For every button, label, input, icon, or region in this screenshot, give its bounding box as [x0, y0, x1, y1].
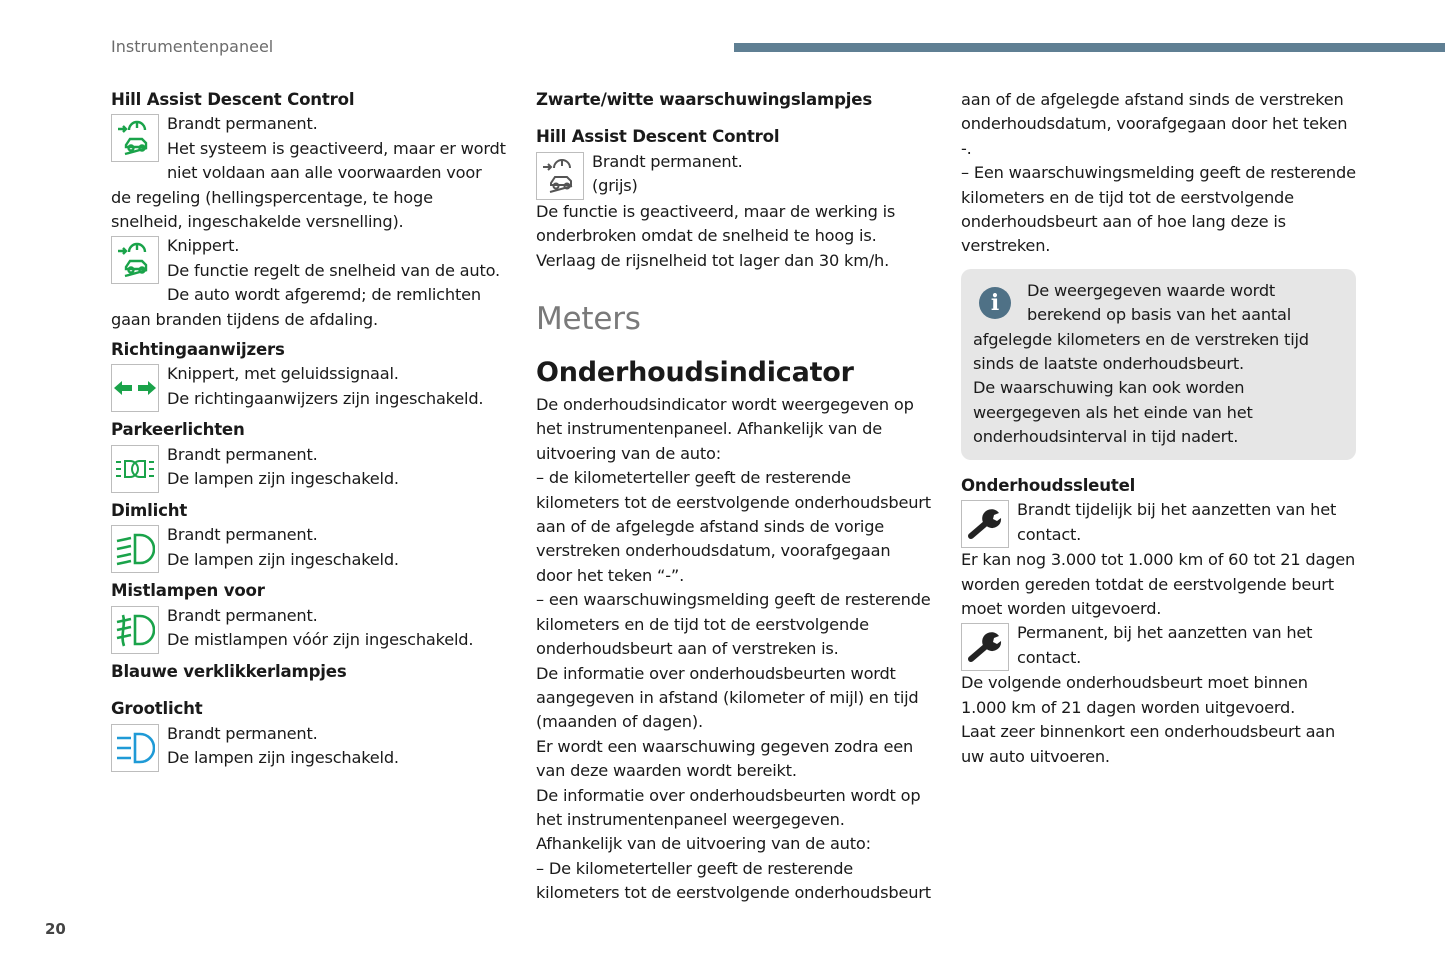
section-title-meters: Meters [536, 301, 641, 338]
parking-text: De lampen zijn ingeschakeld. [167, 469, 399, 489]
front-fog: Brandt permanent. De mistlampen vóór zij… [111, 604, 506, 654]
paragraph: De onderhoudsindicator wordt weergegeven… [536, 395, 914, 463]
heading-hadc-grey: Hill Assist Descent Control [536, 127, 780, 147]
heading-parking-lights: Parkeerlichten [111, 420, 245, 440]
dipped-beam-icon [111, 525, 159, 574]
turn-label: Knippert, met geluidssignaal. [167, 364, 399, 384]
main-beam-icon [111, 723, 159, 772]
column-2: Zwarte/witte waarschuwingslampjes Hill A… [536, 88, 931, 906]
heading-hadc: Hill Assist Descent Control [111, 90, 355, 109]
key-perm-text: De volgende onderhoudsbeurt moet binnen … [961, 673, 1308, 717]
hadc-grey-sub: (grijs) [592, 176, 638, 196]
hill-descent-green-icon [111, 236, 159, 285]
key-advice-text: Laat zeer binnenkort een onderhoudsbeurt… [961, 722, 1336, 766]
paragraph: – een waarschuwingsmelding geeft de rest… [536, 590, 931, 659]
section-header: Instrumentenpaneel [111, 37, 274, 56]
paragraph: – de kilometerteller geeft de resterende… [536, 468, 931, 585]
hadc-flashing: Knippert. De functie regelt de snelheid … [111, 234, 506, 332]
wrench-icon [961, 500, 1009, 549]
dipped-beam: Brandt permanent. De lampen zijn ingesch… [111, 523, 506, 574]
paragraph: aan of de afgelegde afstand sinds de ver… [961, 90, 1348, 158]
main-beam-text: De lampen zijn ingeschakeld. [167, 747, 399, 767]
turn-text: De richtingaanwijzers zijn ingeschakeld. [167, 388, 484, 408]
hadc-grey: Brandt permanent. (grijs) [536, 150, 931, 200]
fog-label: Brandt permanent. [167, 605, 318, 625]
hadc-grey-label: Brandt permanent. [592, 151, 743, 171]
turn-signal-arrows-icon [111, 364, 159, 413]
hadc-flashing-label: Knippert. [167, 236, 240, 256]
paragraph: De informatie over onderhoudsbeurten wor… [536, 663, 919, 732]
hadc-flashing-text: De functie regelt de snelheid van de aut… [111, 260, 500, 329]
parking-label: Brandt permanent. [167, 444, 318, 464]
note-text: De waarschuwing kan ook worden weergegev… [973, 378, 1253, 447]
front-fog-icon [111, 605, 159, 654]
info-note: i De weergegeven waarde wordt berekend o… [961, 268, 1356, 460]
hadc-steady-text: Het systeem is geactiveerd, maar er word… [111, 138, 506, 232]
parking-lights-icon [111, 444, 159, 493]
parking-lights: Brandt permanent. De lampen zijn ingesch… [111, 443, 506, 493]
info-icon: i [979, 286, 1011, 319]
dipped-label: Brandt permanent. [167, 525, 318, 545]
heading-main-beam: Grootlicht [111, 699, 203, 719]
heading-service-indicator: Onderhoudsindicator [536, 357, 854, 389]
page-number: 20 [45, 920, 66, 938]
heading-front-fog: Mistlampen voor [111, 581, 265, 601]
main-beam-label: Brandt permanent. [167, 723, 318, 743]
column-1: Hill Assist Descent Control Brandt perma… [111, 88, 506, 772]
heading-service-key: Onderhoudssleutel [961, 475, 1136, 495]
key-perm-label: Permanent, bij het aanzetten van het con… [1017, 623, 1313, 667]
column-3: aan of de afgelegde afstand sinds de ver… [961, 88, 1356, 769]
hadc-steady-label: Brandt permanent. [167, 114, 318, 134]
header-accent-bar [734, 43, 1445, 52]
fog-text: De mistlampen vóór zijn ingeschakeld. [167, 630, 474, 650]
heading-dipped-beam: Dimlicht [111, 500, 188, 520]
paragraph: De informatie over onderhoudsbeurten wor… [536, 785, 921, 854]
dipped-text: De lampen zijn ingeschakeld. [167, 549, 399, 569]
heading-turn-signals: Richtingaanwijzers [111, 340, 285, 360]
hill-descent-grey-icon [536, 151, 584, 200]
heading-bw-lamps: Zwarte/witte waarschuwingslampjes [536, 90, 873, 109]
service-key-permanent: Permanent, bij het aanzetten van het con… [961, 621, 1356, 672]
hadc-steady: Brandt permanent. Het systeem is geactiv… [111, 112, 506, 234]
heading-blue-lamps: Blauwe verklikkerlampjes [111, 661, 347, 681]
main-beam: Brandt permanent. De lampen zijn ingesch… [111, 722, 506, 772]
turn-signals: Knippert, met geluidssignaal. De richtin… [111, 362, 506, 413]
paragraph: – Een waarschuwingsmelding geeft de rest… [961, 163, 1356, 256]
note-text: De weergegeven waarde wordt berekend op … [973, 280, 1309, 374]
wrench-icon [961, 623, 1009, 672]
hill-descent-green-icon [111, 114, 159, 163]
hadc-grey-text: De functie is geactiveerd, maar de werki… [536, 201, 896, 270]
service-key-temporary: Brandt tijdelijk bij het aanzetten van h… [961, 498, 1356, 549]
key-temp-text: Er kan nog 3.000 tot 1.000 km of 60 tot … [961, 550, 1356, 618]
paragraph: – De kilometerteller geeft de resterende… [536, 858, 931, 903]
key-temp-label: Brandt tijdelijk bij het aanzetten van h… [1017, 500, 1337, 544]
paragraph: Er wordt een waarschuwing gegeven zodra … [536, 736, 914, 781]
